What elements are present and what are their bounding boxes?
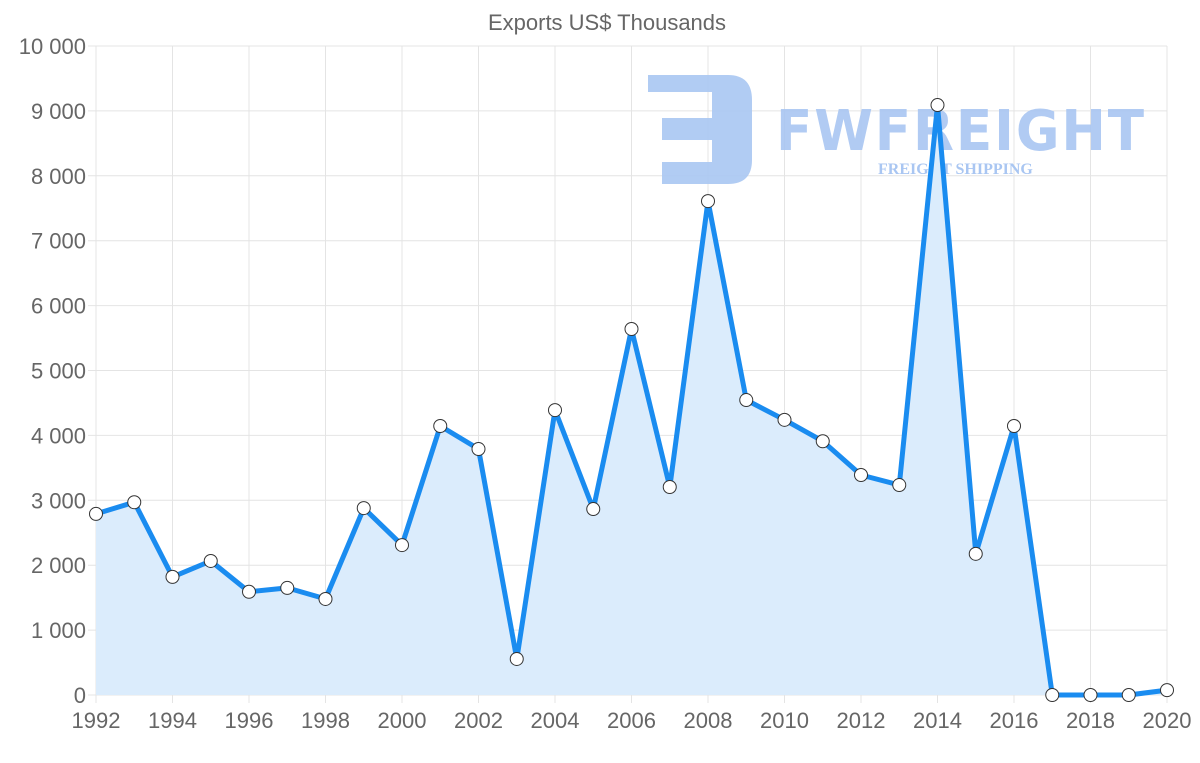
data-point	[1160, 683, 1174, 698]
x-tick-label: 2014	[913, 708, 962, 733]
y-tick-label: 3 000	[31, 488, 86, 513]
data-point	[701, 194, 715, 209]
x-tick-label: 2002	[454, 708, 503, 733]
x-tick-label: 1994	[148, 708, 197, 733]
watermark-logo: FWFREIGHT FREIGHT SHIPPING	[648, 75, 1146, 184]
x-tick-label: 2004	[531, 708, 580, 733]
x-tick-label: 2006	[607, 708, 656, 733]
y-tick-label: 5 000	[31, 359, 86, 384]
data-point	[242, 584, 256, 599]
axis-ticks: 0 1 000 2 000 3 000 4 000 5 000 6 000 7 000 8 00…	[19, 34, 1192, 733]
y-tick-label: 10 000	[19, 34, 86, 59]
y-tick-label: 9 000	[31, 99, 86, 124]
y-tick-label: 6 000	[31, 294, 86, 319]
x-tick-label: 2000	[378, 708, 427, 733]
y-tick-label: 0	[74, 683, 86, 708]
y-tick-label: 8 000	[31, 164, 86, 189]
x-tick-label: 2012	[837, 708, 886, 733]
x-tick-label: 1996	[225, 708, 274, 733]
data-point	[815, 434, 830, 449]
data-point	[1045, 688, 1060, 702]
y-tick-label: 7 000	[31, 229, 86, 254]
data-point	[280, 580, 295, 595]
data-point	[395, 538, 409, 553]
data-point	[1083, 688, 1098, 702]
y-tick-label: 2 000	[31, 553, 86, 578]
series	[89, 98, 1174, 702]
data-point	[471, 442, 486, 457]
data-point	[1007, 418, 1021, 433]
data-point	[624, 321, 639, 336]
x-tick-label: 2018	[1066, 708, 1115, 733]
watermark-brand: FWFREIGHT	[776, 99, 1146, 164]
series-area	[96, 105, 1167, 696]
data-point	[1121, 688, 1136, 702]
data-point	[203, 553, 218, 568]
y-tick-label: 4 000	[31, 423, 86, 448]
data-point	[930, 98, 945, 113]
data-point	[777, 412, 792, 427]
data-point	[548, 403, 562, 418]
x-tick-label: 2016	[990, 708, 1039, 733]
x-tick-label: 2010	[760, 708, 809, 733]
data-point	[433, 418, 448, 433]
y-tick-label: 1 000	[31, 618, 86, 643]
data-point	[165, 569, 180, 584]
data-point	[854, 467, 868, 482]
chart-title: Exports US$ Thousands	[488, 10, 726, 35]
data-point	[892, 478, 907, 493]
x-tick-label: 2008	[684, 708, 733, 733]
data-point	[968, 546, 983, 561]
data-point	[662, 479, 677, 494]
data-point	[586, 502, 601, 517]
x-tick-label: 1992	[72, 708, 121, 733]
watermark-tagline: FREIGHT SHIPPING	[878, 161, 1033, 178]
data-point	[89, 506, 103, 521]
data-point	[356, 501, 371, 516]
data-point	[739, 393, 754, 408]
x-tick-label: 2020	[1143, 708, 1192, 733]
data-point	[318, 591, 333, 606]
data-point	[127, 495, 142, 510]
data-point	[509, 651, 524, 666]
x-tick-label: 1998	[301, 708, 350, 733]
